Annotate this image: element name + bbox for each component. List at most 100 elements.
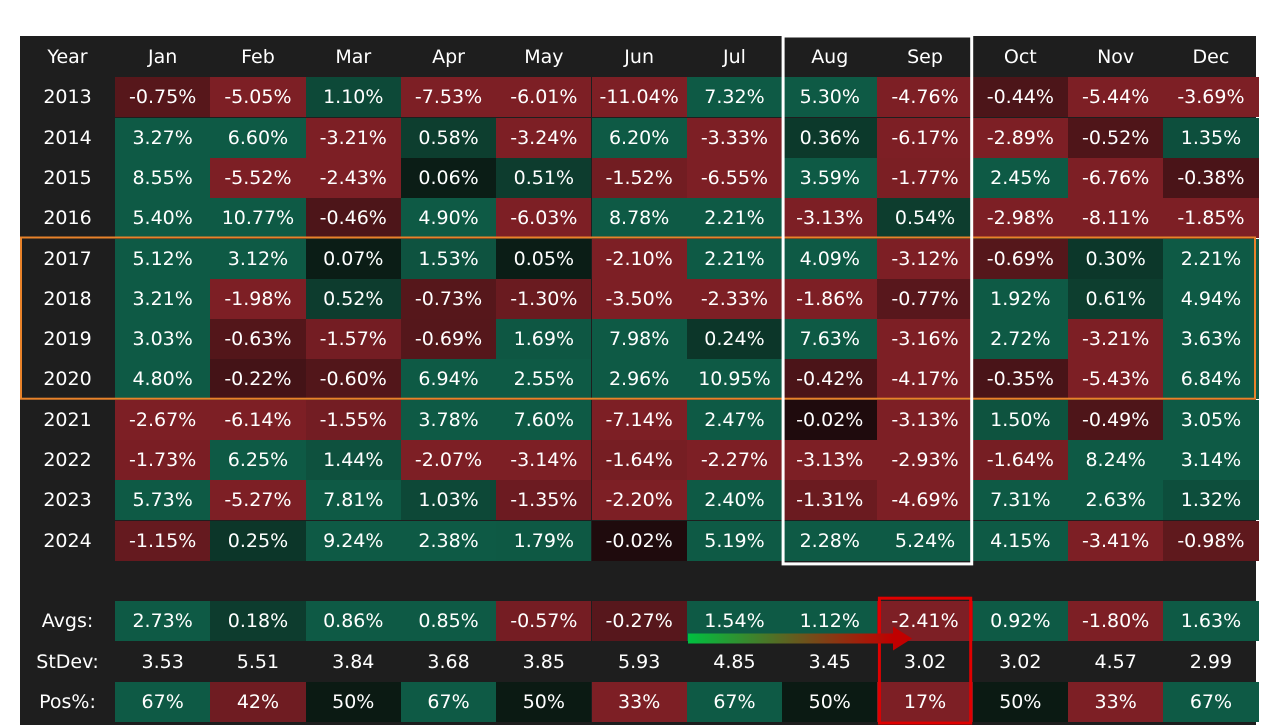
heatmap-cell: 3.12% xyxy=(210,238,306,279)
summary-cell: 42% xyxy=(210,681,306,722)
heatmap-cell: 2.21% xyxy=(686,238,783,279)
heatmap-cell: 7.31% xyxy=(972,480,1068,521)
heatmap-cell: -3.33% xyxy=(686,117,783,158)
heatmap-cell: -1.55% xyxy=(305,399,401,440)
heatmap-cell: 9.24% xyxy=(305,520,401,561)
corner-label: Year xyxy=(47,46,88,68)
heatmap-cell: -0.42% xyxy=(782,359,878,400)
heatmap-cell: -0.22% xyxy=(210,359,306,400)
heatmap-cell: -2.89% xyxy=(972,117,1068,158)
year-label-2015: 2015 xyxy=(43,166,92,189)
heatmap-cell: -0.73% xyxy=(400,278,497,319)
heatmap-cell: 4.90% xyxy=(400,198,497,239)
heatmap-cell: -3.13% xyxy=(877,399,973,440)
year-label-2018: 2018 xyxy=(43,287,92,310)
heatmap-cell: -3.21% xyxy=(1068,319,1164,360)
heatmap-cell: -3.41% xyxy=(1068,520,1164,561)
heatmap-cell: 4.09% xyxy=(782,238,878,279)
heatmap-cell: 1.32% xyxy=(1163,480,1259,521)
summary-cell: 17% xyxy=(877,681,973,722)
heatmap-cell: 7.81% xyxy=(305,480,401,521)
heatmap-cell: 2.28% xyxy=(782,520,878,561)
heatmap-cell: 6.94% xyxy=(400,359,497,400)
heatmap-cell: -5.05% xyxy=(210,77,306,118)
summary-cell: 1.63% xyxy=(1163,601,1259,642)
heatmap-cell: 3.05% xyxy=(1163,399,1259,440)
heatmap-cell: 8.55% xyxy=(115,157,211,198)
heatmap-cell: -0.38% xyxy=(1163,157,1259,198)
heatmap-cell: 1.69% xyxy=(496,319,592,360)
heatmap-cell: 2.40% xyxy=(686,480,783,521)
summary-cell: 5.93 xyxy=(617,650,661,673)
heatmap-cell: -6.55% xyxy=(686,157,783,198)
highlight-box-2017-2020 xyxy=(20,236,1256,400)
month-header-jun: Jun xyxy=(624,46,654,68)
heatmap-cell: -2.07% xyxy=(400,440,497,480)
month-header-feb: Feb xyxy=(241,46,275,68)
heatmap-cell: -0.02% xyxy=(591,520,687,561)
heatmap-cell: -3.69% xyxy=(1163,77,1259,118)
heatmap-cell: -0.35% xyxy=(972,359,1068,400)
heatmap-cell: 2.72% xyxy=(972,319,1068,360)
heatmap-cell: -8.11% xyxy=(1068,198,1164,239)
heatmap-cell: -1.98% xyxy=(210,278,306,319)
heatmap-cell: 0.25% xyxy=(210,520,306,561)
heatmap-cell: 7.60% xyxy=(496,399,592,440)
heatmap-cell: -3.50% xyxy=(591,278,687,319)
heatmap-cell: -0.49% xyxy=(1068,399,1164,440)
year-label-2013: 2013 xyxy=(43,86,92,109)
heatmap-cell: 7.32% xyxy=(686,77,783,118)
heatmap-cell: 3.03% xyxy=(115,319,211,360)
heatmap-cell: 4.94% xyxy=(1163,278,1259,319)
heatmap-cell: 8.78% xyxy=(591,198,687,239)
summary-cell: 0.86% xyxy=(305,601,401,642)
heatmap-cell: -5.44% xyxy=(1068,77,1164,118)
heatmap-cell: -3.16% xyxy=(877,319,973,360)
heatmap-cell: 6.20% xyxy=(591,117,687,158)
summary-cell: 50% xyxy=(972,681,1068,722)
heatmap-cell: 1.44% xyxy=(305,440,401,480)
summary-cell: 3.02 xyxy=(903,650,947,673)
heatmap-cell: 1.79% xyxy=(496,520,592,561)
summary-cell: 50% xyxy=(305,681,401,722)
summary-cell: 4.57 xyxy=(1094,650,1137,673)
heatmap-cell: -1.30% xyxy=(496,278,592,319)
heatmap-cell: -0.77% xyxy=(877,278,973,319)
month-header-oct: Oct xyxy=(1003,46,1037,68)
summary-cell: 67% xyxy=(400,681,497,722)
heatmap-cell: -6.03% xyxy=(496,198,592,239)
heatmap-cell: -1.64% xyxy=(591,440,687,480)
heatmap-cell: 8.24% xyxy=(1068,440,1164,480)
heatmap-cell: 3.59% xyxy=(782,157,878,198)
heatmap-cell: 0.30% xyxy=(1068,238,1164,279)
month-header-sep: Sep xyxy=(907,46,943,68)
summary-cell: 50% xyxy=(496,681,592,722)
heatmap-cell: 10.95% xyxy=(686,359,783,400)
heatmap-cell: -0.69% xyxy=(972,238,1068,279)
heatmap-cell: 6.84% xyxy=(1163,359,1259,400)
heatmap-cell: 7.98% xyxy=(591,319,687,360)
heatmap-cell: -4.69% xyxy=(877,480,973,521)
heatmap-cell: -3.14% xyxy=(496,440,592,480)
heatmap-cell: 1.10% xyxy=(305,77,401,118)
heatmap-cell: -1.15% xyxy=(115,520,211,561)
heatmap-cell: -3.12% xyxy=(877,238,973,279)
summary-cell: 3.85 xyxy=(522,650,565,673)
heatmap-cell: 2.63% xyxy=(1068,480,1164,521)
summary-cell: 67% xyxy=(115,681,211,722)
summary-cell: -0.27% xyxy=(591,601,687,642)
heatmap-cell: -1.35% xyxy=(496,480,592,521)
summary-label: Avgs: xyxy=(41,610,94,633)
heatmap-cell: -0.75% xyxy=(115,77,211,118)
heatmap-cell: -7.53% xyxy=(400,77,497,118)
summary-cell: -1.80% xyxy=(1068,601,1164,642)
heatmap-cell: -0.69% xyxy=(400,319,497,360)
heatmap-cell: -0.60% xyxy=(305,359,401,400)
year-label-2024: 2024 xyxy=(43,529,92,552)
heatmap-cell: -2.27% xyxy=(686,440,783,480)
trend-arrow-head xyxy=(893,626,912,651)
year-label-2020: 2020 xyxy=(43,368,92,391)
heatmap-cell: -2.10% xyxy=(591,238,687,279)
trend-arrow-shaft xyxy=(688,633,893,644)
heatmap-cell: -5.27% xyxy=(210,480,306,521)
